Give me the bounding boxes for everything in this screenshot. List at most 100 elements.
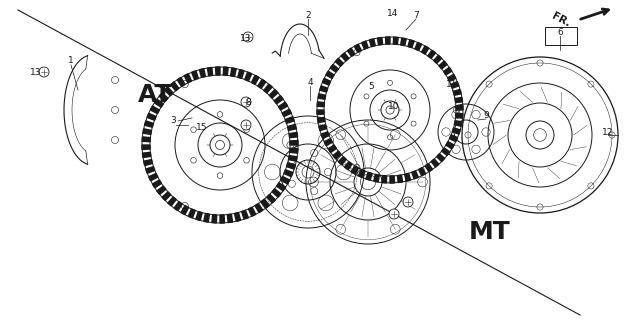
Polygon shape: [168, 197, 176, 206]
Polygon shape: [255, 204, 263, 212]
Polygon shape: [428, 50, 435, 58]
Polygon shape: [159, 93, 168, 101]
Text: 13: 13: [30, 68, 42, 76]
Polygon shape: [377, 37, 382, 45]
Polygon shape: [274, 96, 283, 104]
Polygon shape: [285, 117, 294, 124]
Polygon shape: [401, 38, 406, 46]
Text: AT: AT: [138, 83, 172, 107]
Polygon shape: [235, 212, 240, 221]
Polygon shape: [374, 174, 379, 182]
Text: FR.: FR.: [550, 11, 572, 29]
Polygon shape: [341, 53, 349, 61]
Polygon shape: [434, 55, 442, 63]
Polygon shape: [248, 207, 256, 216]
Polygon shape: [147, 113, 156, 120]
Polygon shape: [412, 171, 418, 179]
Polygon shape: [318, 117, 325, 123]
Polygon shape: [245, 72, 252, 81]
Polygon shape: [279, 102, 287, 110]
Polygon shape: [382, 176, 387, 183]
Polygon shape: [281, 176, 290, 184]
Polygon shape: [287, 163, 296, 169]
Polygon shape: [220, 215, 225, 223]
Circle shape: [241, 120, 251, 130]
Polygon shape: [448, 74, 456, 81]
Bar: [545, 27, 577, 45]
Polygon shape: [174, 202, 182, 211]
Polygon shape: [154, 99, 164, 107]
Polygon shape: [289, 148, 298, 153]
Polygon shape: [326, 71, 334, 78]
Polygon shape: [277, 183, 286, 191]
Circle shape: [39, 67, 49, 77]
Polygon shape: [284, 170, 293, 177]
Polygon shape: [324, 139, 332, 146]
Polygon shape: [351, 166, 359, 174]
Polygon shape: [330, 65, 338, 72]
Polygon shape: [408, 40, 414, 48]
Polygon shape: [290, 140, 298, 145]
Polygon shape: [455, 97, 462, 103]
Polygon shape: [177, 77, 185, 86]
Text: 3: 3: [170, 116, 176, 124]
Circle shape: [241, 97, 251, 107]
Polygon shape: [390, 176, 394, 183]
Circle shape: [243, 32, 253, 42]
Polygon shape: [450, 135, 458, 142]
Text: 8: 8: [245, 98, 251, 107]
Polygon shape: [196, 212, 203, 220]
Polygon shape: [148, 173, 158, 181]
Polygon shape: [216, 67, 220, 75]
Polygon shape: [238, 69, 244, 78]
Polygon shape: [170, 82, 179, 91]
Text: 12: 12: [603, 127, 614, 137]
Polygon shape: [289, 132, 298, 138]
Polygon shape: [165, 87, 173, 96]
Circle shape: [403, 197, 413, 207]
Polygon shape: [282, 109, 291, 116]
Polygon shape: [188, 209, 195, 218]
Polygon shape: [212, 215, 217, 223]
Text: MT: MT: [469, 220, 511, 244]
Polygon shape: [425, 164, 433, 172]
Text: 9: 9: [483, 110, 489, 119]
Text: 10: 10: [388, 101, 400, 110]
Polygon shape: [442, 148, 450, 156]
Polygon shape: [272, 189, 281, 197]
Polygon shape: [261, 199, 269, 208]
Polygon shape: [319, 125, 326, 131]
Polygon shape: [162, 192, 170, 200]
Text: 1: 1: [68, 55, 74, 65]
Polygon shape: [386, 37, 390, 44]
Polygon shape: [267, 194, 276, 203]
Polygon shape: [150, 106, 159, 114]
Text: 14: 14: [387, 9, 399, 18]
Polygon shape: [446, 142, 454, 149]
Polygon shape: [362, 41, 368, 49]
Polygon shape: [338, 157, 347, 165]
Polygon shape: [439, 61, 447, 69]
Text: 11: 11: [446, 79, 458, 89]
Polygon shape: [456, 106, 463, 110]
Polygon shape: [317, 102, 325, 107]
Polygon shape: [359, 170, 365, 178]
Polygon shape: [143, 129, 152, 134]
Polygon shape: [287, 124, 296, 131]
Polygon shape: [184, 74, 191, 83]
Polygon shape: [143, 160, 152, 165]
Text: 4: 4: [307, 77, 313, 86]
Text: 2: 2: [305, 11, 311, 20]
Polygon shape: [269, 90, 278, 98]
Polygon shape: [258, 79, 266, 88]
Polygon shape: [142, 145, 150, 149]
Polygon shape: [199, 69, 206, 77]
Polygon shape: [289, 156, 297, 161]
Polygon shape: [321, 132, 329, 138]
Polygon shape: [421, 46, 429, 54]
Polygon shape: [152, 180, 162, 188]
Polygon shape: [431, 159, 439, 167]
Text: 15: 15: [196, 123, 208, 132]
Polygon shape: [454, 121, 462, 126]
Polygon shape: [208, 68, 213, 76]
